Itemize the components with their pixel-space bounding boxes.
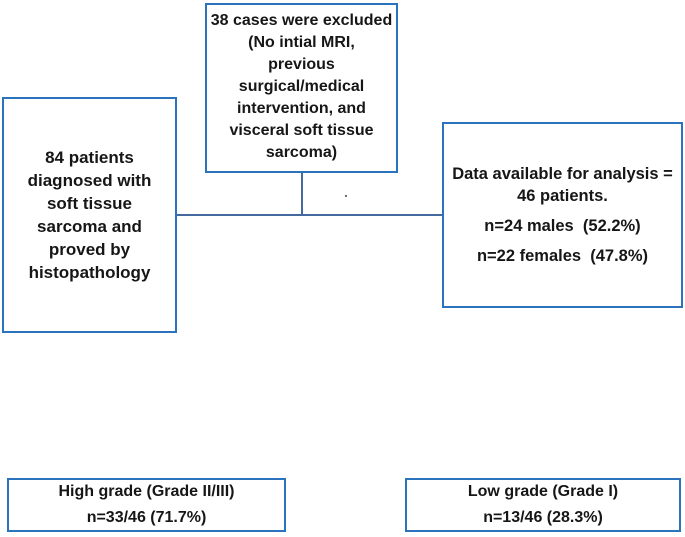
high-grade-box: High grade (Grade II/III) n=33/46 (71.7%…	[7, 478, 286, 532]
analysis-females-text: n=22 females (47.8%)	[476, 247, 649, 265]
low-grade-box: Low grade (Grade I) n=13/46 (28.3%)	[405, 478, 681, 532]
stray-dot: .	[344, 184, 348, 200]
cohort-text: 84 patients diagnosed with soft tissue s…	[27, 148, 152, 282]
high-grade-text: High grade (Grade II/III) n=33/46 (71.7%…	[58, 483, 235, 526]
connector-vertical-line	[301, 173, 303, 216]
cohort-box: 84 patients diagnosed with soft tissue s…	[2, 97, 177, 333]
excluded-cases-text: 38 cases were excluded (No intial MRI, p…	[210, 12, 393, 161]
analysis-box: Data available for analysis = 46 patient…	[442, 122, 683, 308]
low-grade-text: Low grade (Grade I) n=13/46 (28.3%)	[467, 483, 619, 526]
connector-horizontal-line	[177, 214, 442, 216]
analysis-total-text: Data available for analysis = 46 patient…	[452, 165, 673, 205]
excluded-cases-box: 38 cases were excluded (No intial MRI, p…	[205, 3, 398, 173]
analysis-males-text: n=24 males (52.2%)	[484, 217, 641, 235]
